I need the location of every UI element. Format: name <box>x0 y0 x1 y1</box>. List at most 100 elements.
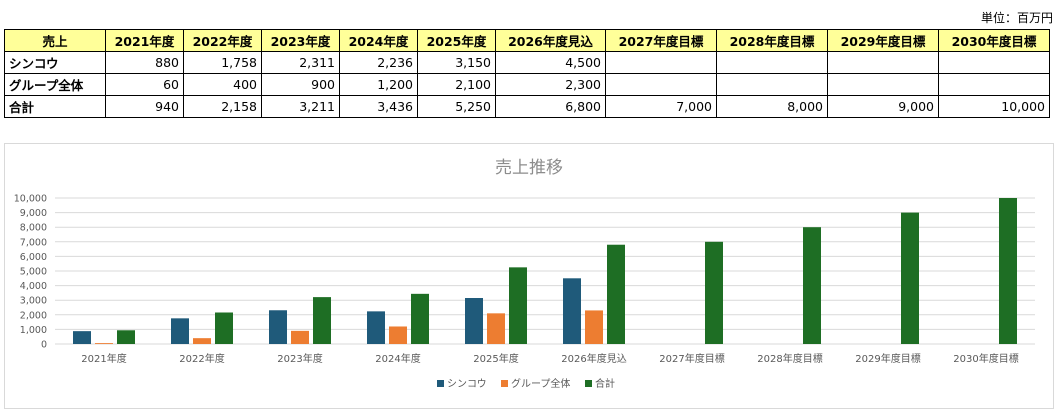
unit-label: 単位：百万円 <box>980 11 1053 25</box>
x-tick-label: 2025年度 <box>473 352 518 365</box>
header-cell: 2022年度 <box>183 29 262 52</box>
y-axis: 0 1,000 2,000 3,000 4,000 5,000 6,000 7,000 8,00… <box>14 194 47 351</box>
table-cell: 3,436 <box>339 95 418 118</box>
bar <box>465 298 483 344</box>
legend-swatch <box>437 380 444 387</box>
y-tick-label: 4,000 <box>20 281 47 292</box>
bar <box>193 338 211 344</box>
bar <box>215 312 233 344</box>
header-cell: 2023年度 <box>261 29 340 52</box>
header-cell: 2029年度目標 <box>827 29 939 52</box>
bar <box>705 241 723 344</box>
header-cell: 2021年度 <box>105 29 184 52</box>
legend-label: シンコウ <box>447 378 487 390</box>
header-cell: 2027年度目標 <box>605 29 717 52</box>
x-tick-label: 2028年度目標 <box>757 352 822 365</box>
x-tick-label: 2026年度見込 <box>561 352 626 365</box>
bar <box>95 343 113 344</box>
y-tick-label: 1,000 <box>20 325 47 336</box>
x-tick-label: 2024年度 <box>375 352 420 365</box>
table-row: シンコウ 880 1,758 2,311 2,236 3,150 4,500 <box>4 51 1050 74</box>
y-tick-label: 0 <box>41 340 47 351</box>
header-cell: 売上 <box>4 29 106 52</box>
legend-swatch <box>501 380 508 387</box>
x-tick-label: 2029年度目標 <box>855 352 920 365</box>
row-label: 合計 <box>4 95 106 118</box>
bar <box>117 330 135 344</box>
table-cell: 400 <box>183 73 262 96</box>
bar <box>389 326 407 344</box>
legend-label: 合計 <box>595 377 615 390</box>
x-tick-label: 2023年度 <box>277 352 322 365</box>
table-cell: 3,211 <box>261 95 340 118</box>
bar <box>563 278 581 344</box>
legend-swatch <box>585 380 592 387</box>
table-cell: 1,200 <box>339 73 418 96</box>
x-tick-label: 2027年度目標 <box>659 352 724 365</box>
table-cell: 10,000 <box>938 95 1050 118</box>
bar <box>291 330 309 344</box>
y-tick-label: 5,000 <box>20 267 47 278</box>
table-cell: 7,000 <box>605 95 717 118</box>
y-tick-label: 9,000 <box>20 208 47 219</box>
header-cell: 2030年度目標 <box>938 29 1050 52</box>
header-cell: 2024年度 <box>339 29 418 52</box>
table-cell <box>605 73 717 96</box>
table-cell: 60 <box>105 73 184 96</box>
table-row: 合計 940 2,158 3,211 3,436 5,250 6,800 7,0… <box>4 95 1050 118</box>
bar <box>607 244 625 344</box>
x-tick-label: 2021年度 <box>81 352 126 365</box>
header-cell: 2028年度目標 <box>716 29 828 52</box>
bar <box>269 310 287 344</box>
bar <box>901 212 919 344</box>
header-cell: 2025年度 <box>417 29 496 52</box>
bar <box>367 311 385 344</box>
row-label: グループ全体 <box>4 73 106 96</box>
bar <box>313 297 331 344</box>
table-cell: 900 <box>261 73 340 96</box>
table-cell: 940 <box>105 95 184 118</box>
y-tick-label: 7,000 <box>20 237 47 248</box>
table-cell <box>827 73 939 96</box>
table-cell: 3,150 <box>417 51 496 74</box>
sales-chart: 売上推移 0 1,000 2,000 3,000 4,000 5,000 6,000 7,00… <box>14 158 1035 390</box>
table-cell: 4,500 <box>495 51 606 74</box>
chart-container: 売上推移 0 1,000 2,000 3,000 4,000 5,000 6,000 7,00… <box>4 143 1054 409</box>
y-tick-label: 3,000 <box>20 296 47 307</box>
table-header-row: 売上 2021年度 2022年度 2023年度 2024年度 2025年度 20… <box>4 29 1050 52</box>
table-cell <box>605 51 717 74</box>
grid-lines <box>55 197 1035 345</box>
table-cell: 5,250 <box>417 95 496 118</box>
table-cell: 2,236 <box>339 51 418 74</box>
y-tick-label: 8,000 <box>20 223 47 234</box>
bar <box>411 293 429 344</box>
row-label: シンコウ <box>4 51 106 74</box>
table-cell: 880 <box>105 51 184 74</box>
table-cell: 9,000 <box>827 95 939 118</box>
chart-title: 売上推移 <box>495 158 563 178</box>
bars <box>73 198 1017 344</box>
table-cell <box>716 73 828 96</box>
y-tick-label: 10,000 <box>14 194 47 205</box>
table-row: グループ全体 60 400 900 1,200 2,100 2,300 <box>4 73 1050 96</box>
bar <box>73 331 91 344</box>
table-cell: 2,300 <box>495 73 606 96</box>
bar <box>509 267 527 344</box>
bar <box>487 313 505 344</box>
x-tick-label: 2030年度目標 <box>953 352 1018 365</box>
table-cell: 2,158 <box>183 95 262 118</box>
table-cell <box>938 73 1050 96</box>
bar <box>999 198 1017 344</box>
table-cell: 8,000 <box>716 95 828 118</box>
table-cell: 1,758 <box>183 51 262 74</box>
table-cell <box>716 51 828 74</box>
table-cell: 2,311 <box>261 51 340 74</box>
legend: シンコウ グループ全体 合計 <box>437 377 615 390</box>
y-tick-label: 6,000 <box>20 252 47 263</box>
sales-table: 売上 2021年度 2022年度 2023年度 2024年度 2025年度 20… <box>4 29 1050 118</box>
header-cell: 2026年度見込 <box>495 29 606 52</box>
bar <box>585 310 603 344</box>
table-cell: 6,800 <box>495 95 606 118</box>
y-tick-label: 2,000 <box>20 310 47 321</box>
bar <box>171 318 189 344</box>
